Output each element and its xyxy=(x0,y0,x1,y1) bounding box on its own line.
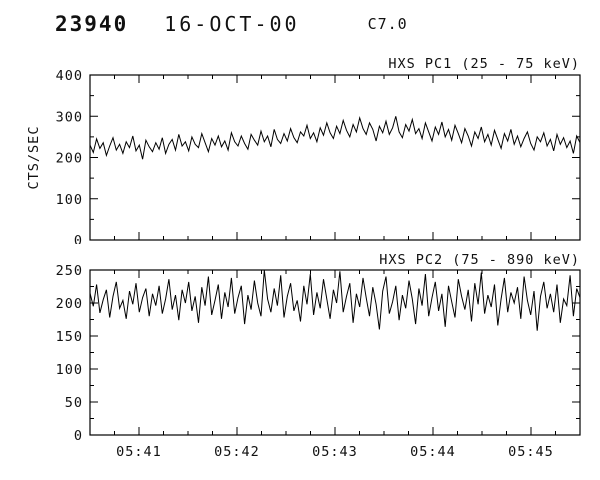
header: 23940 16-OCT-00 C7.0 xyxy=(0,0,600,48)
data-trace xyxy=(89,115,581,160)
x-tick-label: 05:41 xyxy=(116,444,162,460)
goes-class-label: C7.0 xyxy=(367,15,408,33)
y-tick-label: 400 xyxy=(56,68,83,84)
y-tick-label: 100 xyxy=(56,192,83,208)
event-number-label: 23940 xyxy=(55,12,129,36)
date-label: 16-OCT-00 xyxy=(164,12,300,36)
y-tick-label: 300 xyxy=(56,109,83,125)
y-tick-label: 0 xyxy=(74,428,83,444)
y-axis-label: CTS/SEC xyxy=(26,126,42,190)
y-tick-label: 150 xyxy=(56,329,83,345)
y-tick-label: 0 xyxy=(74,233,83,244)
panel-title: HXS PC1 (25 - 75 keV) xyxy=(388,56,580,72)
x-tick-label: 05:45 xyxy=(508,444,554,460)
chart-hxs-pc2: HXS PC2 (75 - 890 keV) 0 50 100 150 200 250 05:… xyxy=(56,252,581,460)
y-tick-label: 50 xyxy=(65,395,83,411)
panel-title: HXS PC2 (75 - 890 keV) xyxy=(379,252,580,268)
y-tick-label: 250 xyxy=(56,263,83,279)
plot-frame xyxy=(89,74,581,241)
data-trace xyxy=(89,269,581,331)
y-tick-label: 200 xyxy=(56,151,83,167)
x-tick-label: 05:42 xyxy=(214,444,260,460)
y-tick-label: 100 xyxy=(56,362,83,378)
y-tick-label: 200 xyxy=(56,296,83,312)
x-tick-label: 05:43 xyxy=(312,444,358,460)
x-tick-label: 05:44 xyxy=(410,444,456,460)
chart-hxs-pc1: HXS PC1 (25 - 75 keV) 0 100 200 300 400 CTS/SE… xyxy=(26,56,581,244)
